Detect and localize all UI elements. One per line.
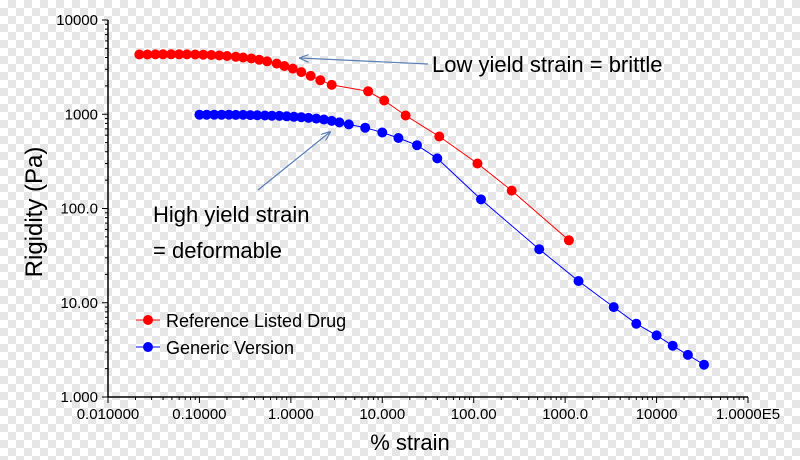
data-point-reference bbox=[315, 75, 326, 86]
data-point-reference bbox=[150, 49, 161, 60]
x-tick-label: 100.00 bbox=[451, 406, 497, 423]
data-point-generic bbox=[318, 114, 329, 125]
series-points bbox=[134, 49, 709, 370]
data-point-reference bbox=[296, 67, 307, 78]
y-tick-label: 1.000 bbox=[60, 389, 98, 406]
data-point-reference bbox=[166, 49, 177, 60]
data-point-generic bbox=[230, 109, 241, 120]
y-tick-label: 100.0 bbox=[60, 201, 98, 218]
data-point-generic bbox=[393, 133, 404, 143]
x-tick-label: 1.0000E5 bbox=[716, 406, 780, 423]
data-point-reference bbox=[279, 61, 290, 71]
data-point-generic bbox=[476, 194, 486, 205]
data-point-generic bbox=[303, 112, 314, 123]
x-axis-title: % strain bbox=[370, 430, 449, 455]
x-tick-label: 1000.0 bbox=[542, 406, 588, 423]
data-point-reference bbox=[563, 235, 574, 246]
data-point-reference bbox=[174, 49, 185, 60]
data-point-generic bbox=[326, 115, 337, 126]
data-point-generic bbox=[360, 122, 371, 133]
legend-label-reference: Reference Listed Drug bbox=[166, 311, 346, 331]
data-point-reference bbox=[254, 54, 265, 65]
data-point-reference bbox=[287, 63, 298, 74]
data-point-reference bbox=[379, 95, 390, 106]
y-tick-label: 10.00 bbox=[60, 295, 98, 312]
x-tick-label: 10000 bbox=[636, 406, 678, 423]
data-point-reference bbox=[198, 49, 209, 60]
data-point-generic bbox=[608, 302, 619, 313]
data-point-reference bbox=[134, 49, 145, 60]
data-point-reference bbox=[363, 86, 374, 97]
data-point-generic bbox=[682, 349, 693, 360]
x-tick-label: 0.010000 bbox=[77, 406, 140, 423]
annotation-high-yield-line1: High yield strain bbox=[153, 202, 310, 227]
annotations: Low yield strain = brittle High yield st… bbox=[153, 52, 663, 263]
data-point-reference bbox=[158, 49, 168, 60]
data-point-generic bbox=[311, 113, 322, 124]
data-point-generic bbox=[412, 140, 422, 151]
data-point-generic bbox=[259, 110, 270, 121]
legend: Reference Listed Drug Generic Version bbox=[136, 311, 346, 358]
legend-marker-reference bbox=[143, 315, 153, 325]
legend-marker-generic bbox=[143, 342, 153, 352]
data-point-generic bbox=[245, 110, 256, 121]
data-point-generic bbox=[209, 109, 220, 120]
data-point-generic bbox=[288, 111, 299, 122]
annotation-arrow-low-yield bbox=[300, 58, 429, 65]
data-point-reference bbox=[214, 50, 225, 61]
data-point-reference bbox=[326, 79, 337, 90]
data-point-reference bbox=[271, 58, 282, 69]
annotation-low-yield: Low yield strain = brittle bbox=[432, 52, 663, 77]
data-point-generic bbox=[194, 109, 205, 120]
data-point-reference bbox=[400, 110, 411, 121]
data-point-reference bbox=[506, 185, 517, 196]
annotation-high-yield-line2: = deformable bbox=[153, 238, 282, 263]
data-point-generic bbox=[631, 318, 642, 329]
y-tick-label: 10000 bbox=[56, 12, 98, 29]
data-point-reference bbox=[190, 49, 201, 60]
data-point-generic bbox=[377, 127, 388, 138]
data-point-generic bbox=[238, 109, 249, 120]
legend-label-generic: Generic Version bbox=[166, 338, 294, 358]
data-point-reference bbox=[472, 158, 483, 169]
data-point-generic bbox=[216, 109, 227, 120]
data-point-generic bbox=[573, 276, 584, 286]
data-point-reference bbox=[246, 53, 257, 64]
data-point-reference bbox=[230, 51, 241, 62]
data-point-generic bbox=[334, 117, 345, 128]
axis-ticks: 0.010000 0.10000 1.0000 10.000 100.00 1000.0 1… bbox=[56, 12, 780, 423]
data-point-reference bbox=[434, 131, 445, 142]
data-point-generic bbox=[281, 111, 292, 122]
x-tick-label: 1.0000 bbox=[268, 406, 314, 423]
data-point-generic bbox=[296, 112, 307, 123]
x-tick-label: 0.10000 bbox=[172, 406, 226, 423]
data-point-reference bbox=[181, 49, 192, 60]
data-point-reference bbox=[262, 56, 273, 67]
data-point-generic bbox=[534, 244, 545, 255]
data-point-generic bbox=[252, 110, 263, 121]
data-point-reference bbox=[206, 50, 217, 60]
data-point-generic bbox=[274, 110, 285, 121]
data-point-generic bbox=[667, 340, 678, 351]
data-point-generic bbox=[266, 110, 277, 121]
y-tick-label: 1000 bbox=[65, 106, 98, 123]
data-point-generic bbox=[699, 359, 709, 370]
data-point-generic bbox=[201, 109, 212, 120]
y-axis-title: Rigidity (Pa) bbox=[21, 147, 48, 278]
annotation-arrow-high-yield bbox=[257, 132, 330, 191]
data-point-reference bbox=[142, 49, 153, 60]
data-point-reference bbox=[222, 51, 232, 61]
data-point-reference bbox=[238, 52, 249, 63]
data-point-generic bbox=[432, 153, 443, 164]
x-tick-label: 10.000 bbox=[359, 406, 405, 423]
data-point-generic bbox=[651, 330, 662, 341]
data-point-generic bbox=[343, 119, 354, 130]
data-point-reference bbox=[305, 70, 316, 81]
